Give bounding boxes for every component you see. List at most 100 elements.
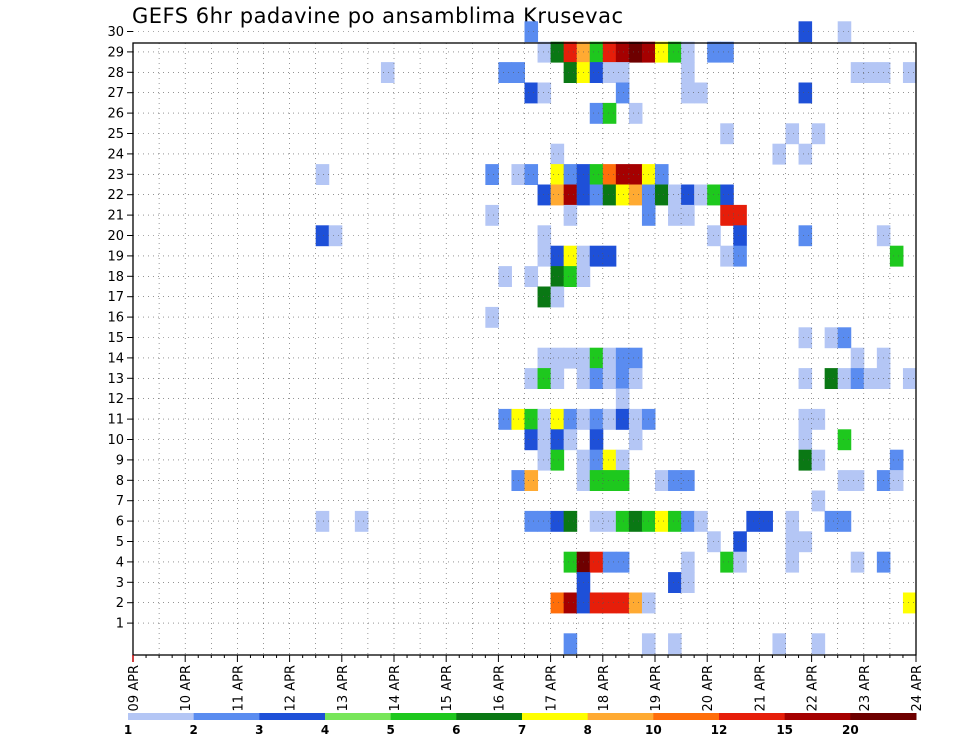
heatmap-cell	[615, 41, 630, 63]
heatmap-cell	[550, 286, 565, 308]
heatmap-cell	[615, 408, 630, 430]
heatmap-cell	[641, 633, 656, 655]
heatmap-cell	[537, 347, 552, 369]
x-tick-label: 18 APR	[597, 665, 612, 711]
y-tick-label: 28	[107, 66, 124, 81]
heatmap-cell	[524, 164, 539, 185]
heatmap-cell	[524, 21, 539, 43]
y-tick-label: 5	[116, 535, 124, 550]
heatmap-cell	[628, 408, 643, 430]
heatmap-cell	[563, 41, 578, 63]
y-tick-label: 12	[107, 392, 124, 407]
heatmap-cell	[628, 592, 643, 614]
y-tick-label: 11	[107, 413, 124, 428]
heatmap-cell	[615, 184, 630, 206]
heatmap-cell	[850, 470, 865, 491]
y-tick-label: 23	[107, 168, 124, 183]
heatmap-cell	[602, 470, 617, 491]
heatmap-cell	[668, 510, 682, 532]
heatmap-cell	[602, 41, 617, 63]
heatmap-cell	[798, 449, 813, 471]
colorbar-swatch	[456, 713, 523, 720]
heatmap-cell	[785, 531, 800, 553]
heatmap-cell	[694, 510, 708, 532]
heatmap-cell	[563, 592, 578, 614]
heatmap-cell	[694, 82, 708, 104]
heatmap-cell	[550, 368, 565, 389]
heatmap-cell	[628, 102, 643, 124]
heatmap-cell	[563, 510, 578, 532]
colorbar-swatch	[259, 713, 326, 720]
heatmap-cell	[681, 572, 695, 593]
heatmap-cell	[550, 164, 565, 185]
heatmap-cell	[785, 510, 800, 532]
y-tick-label: 19	[107, 249, 124, 264]
heatmap-cell	[537, 225, 552, 247]
y-tick-label: 18	[107, 270, 124, 285]
heatmap-cell	[655, 184, 669, 206]
heatmap-cell	[889, 470, 904, 491]
heatmap-cell	[615, 164, 630, 185]
y-tick-label: 22	[107, 188, 124, 203]
heatmap-cell	[785, 123, 800, 145]
heatmap-cell	[550, 510, 565, 532]
heatmap-cell	[550, 245, 565, 267]
y-tick-label: 8	[116, 474, 124, 489]
heatmap-cell	[628, 347, 643, 369]
heatmap-cell	[380, 62, 395, 83]
heatmap-cell	[589, 102, 604, 124]
heatmap-cell	[537, 408, 552, 430]
heatmap-cell	[798, 143, 813, 165]
heatmap-cell	[785, 551, 800, 573]
heatmap-cell	[537, 184, 552, 206]
heatmap-cell	[681, 62, 695, 83]
heatmap-cell	[315, 164, 330, 185]
x-tick-label: 11 APR	[231, 665, 246, 711]
heatmap-cell	[537, 245, 552, 267]
heatmap-cell	[589, 62, 604, 83]
heatmap-cell	[798, 429, 813, 451]
heatmap-cell	[589, 551, 604, 573]
heatmap-cell	[720, 245, 734, 267]
heatmap-cell	[328, 225, 343, 247]
heatmap-cell	[498, 408, 512, 430]
colorbar-label: 12	[711, 723, 728, 737]
y-tick-label: 16	[107, 311, 124, 326]
heatmap-cell	[602, 368, 617, 389]
chart-title: GEFS 6hr padavine po ansamblima Krusevac	[132, 4, 624, 28]
heatmap-cell	[550, 408, 565, 430]
heatmap-cell	[602, 510, 617, 532]
heatmap-cell	[602, 449, 617, 471]
heatmap-cell	[681, 184, 695, 206]
heatmap-cell	[733, 531, 747, 553]
heatmap-cell	[589, 41, 604, 63]
x-tick-label: 23 APR	[858, 665, 873, 711]
heatmap-cell	[589, 184, 604, 206]
heatmap-cell	[550, 143, 565, 165]
colorbar-label: 5	[386, 723, 394, 737]
heatmap-cell	[537, 368, 552, 389]
heatmap-cell	[537, 449, 552, 471]
heatmap-cell	[902, 592, 917, 614]
heatmap-cell	[602, 408, 617, 430]
heatmap-cell	[720, 204, 734, 226]
heatmap-cell	[628, 429, 643, 451]
heatmap-cell	[589, 510, 604, 532]
heatmap-cell	[315, 510, 330, 532]
heatmap-cell	[485, 204, 499, 226]
heatmap-cell	[902, 368, 917, 389]
heatmap-cell	[681, 82, 695, 104]
heatmap-cell	[602, 164, 617, 185]
heatmap-cell	[811, 633, 826, 655]
x-tick-label: 14 APR	[388, 665, 403, 711]
x-tick-label: 24 APR	[910, 665, 925, 711]
heatmap-cell	[537, 510, 552, 532]
heatmap-cell	[798, 408, 813, 430]
heatmap-cell	[615, 368, 630, 389]
heatmap-cell	[720, 184, 734, 206]
y-tick-label: 30	[107, 25, 124, 40]
heatmap-cell	[563, 164, 578, 185]
heatmap-cell	[824, 327, 839, 349]
colorbar-label: 15	[776, 723, 793, 737]
